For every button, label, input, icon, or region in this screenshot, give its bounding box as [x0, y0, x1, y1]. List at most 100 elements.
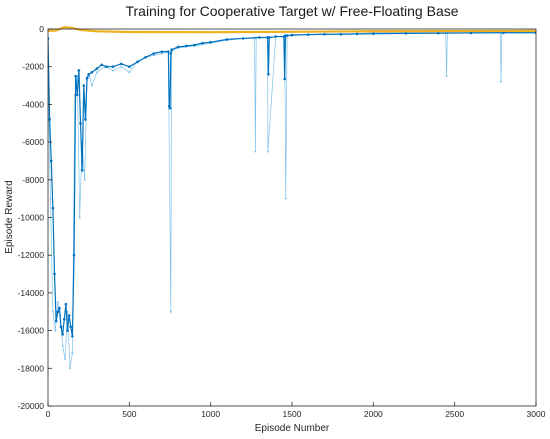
data-point — [144, 55, 147, 59]
data-point — [445, 75, 448, 78]
series-episode-reward-raw — [48, 30, 536, 370]
data-point — [267, 72, 270, 76]
data-point — [284, 197, 287, 200]
data-point — [111, 65, 115, 68]
data-point — [66, 329, 69, 332]
series-line — [48, 26, 536, 34]
data-point — [201, 41, 204, 45]
data-point — [112, 69, 115, 72]
data-point — [74, 74, 77, 78]
x-axis-label: Episode Number — [255, 423, 330, 434]
data-point — [90, 71, 94, 74]
data-point — [51, 206, 55, 210]
data-point — [193, 43, 196, 47]
x-tick-label: 3000 — [527, 409, 546, 419]
data-point — [160, 50, 164, 53]
data-point — [58, 306, 61, 310]
data-point — [49, 197, 52, 200]
series-average-reward — [48, 26, 536, 34]
y-tick-label: -8000 — [22, 175, 44, 185]
data-point — [62, 317, 66, 321]
data-point — [290, 33, 294, 37]
data-point — [258, 36, 261, 39]
data-point — [168, 106, 172, 110]
x-tick-label: 1000 — [201, 409, 220, 419]
data-point — [184, 44, 188, 48]
data-point — [95, 67, 99, 70]
data-point — [306, 33, 310, 36]
data-point — [285, 34, 289, 37]
data-point — [119, 62, 123, 66]
data-point — [339, 32, 343, 36]
data-point — [209, 40, 212, 44]
data-point — [128, 71, 131, 74]
plot-frame — [47, 28, 537, 407]
y-tick-label: -16000 — [18, 326, 45, 336]
data-point — [64, 302, 68, 306]
data-point — [78, 216, 81, 219]
data-point — [254, 150, 257, 153]
data-point — [404, 32, 408, 35]
data-point — [105, 65, 108, 68]
data-point — [49, 159, 53, 163]
data-point — [152, 52, 156, 55]
x-tick-label: 2000 — [364, 409, 383, 419]
data-point — [48, 118, 51, 121]
data-point — [500, 80, 503, 83]
data-point — [241, 37, 245, 40]
data-point — [323, 32, 326, 36]
data-point — [160, 52, 163, 55]
data-point — [69, 325, 73, 329]
data-point — [90, 84, 93, 87]
y-tick-label: -2000 — [22, 62, 44, 72]
y-tick-label: -4000 — [22, 99, 44, 109]
data-point — [54, 329, 57, 332]
y-axis-label: Episode Reward — [4, 180, 15, 253]
series-episode-reward-smoothed — [48, 31, 536, 338]
data-point — [75, 93, 79, 97]
data-point — [128, 65, 131, 68]
data-point — [61, 333, 64, 336]
chart-title: Training for Cooperative Target w/ Free-… — [125, 3, 458, 19]
data-point — [502, 31, 505, 35]
data-point — [152, 54, 155, 57]
data-point — [71, 334, 74, 338]
data-point — [68, 367, 71, 370]
y-axis: 0 -2000 -4000 -6000 -8000 -10000 -12000 -14000 -… — [18, 24, 52, 411]
data-point — [84, 118, 87, 121]
data-point — [53, 272, 56, 276]
data-point — [54, 319, 58, 323]
data-point — [169, 52, 173, 55]
data-point — [169, 310, 172, 313]
y-tick-label: -10000 — [18, 213, 45, 223]
data-point — [274, 35, 278, 38]
series-layer — [48, 26, 536, 370]
series-line — [48, 31, 536, 369]
data-point — [71, 352, 74, 355]
y-tick-label: -14000 — [18, 288, 45, 298]
data-point — [64, 357, 67, 360]
x-tick-label: 2500 — [445, 409, 464, 419]
data-point — [61, 344, 64, 347]
y-tick-label: -18000 — [18, 363, 45, 373]
x-tick-label: 1500 — [283, 409, 302, 419]
data-point — [167, 50, 170, 53]
data-point — [80, 169, 84, 172]
data-point — [87, 72, 90, 76]
series-line — [48, 32, 536, 337]
data-point — [66, 310, 69, 313]
data-point — [136, 60, 139, 64]
data-point — [85, 76, 89, 80]
data-point — [170, 48, 173, 52]
data-point — [56, 310, 60, 314]
data-point — [283, 77, 286, 81]
y-tick-label: -6000 — [22, 137, 44, 147]
data-point — [82, 84, 86, 87]
data-point — [437, 31, 440, 35]
data-point — [59, 325, 63, 329]
y-tick-label: 0 — [39, 24, 44, 34]
data-point — [83, 178, 86, 181]
data-point — [77, 69, 81, 72]
data-point — [88, 75, 91, 78]
